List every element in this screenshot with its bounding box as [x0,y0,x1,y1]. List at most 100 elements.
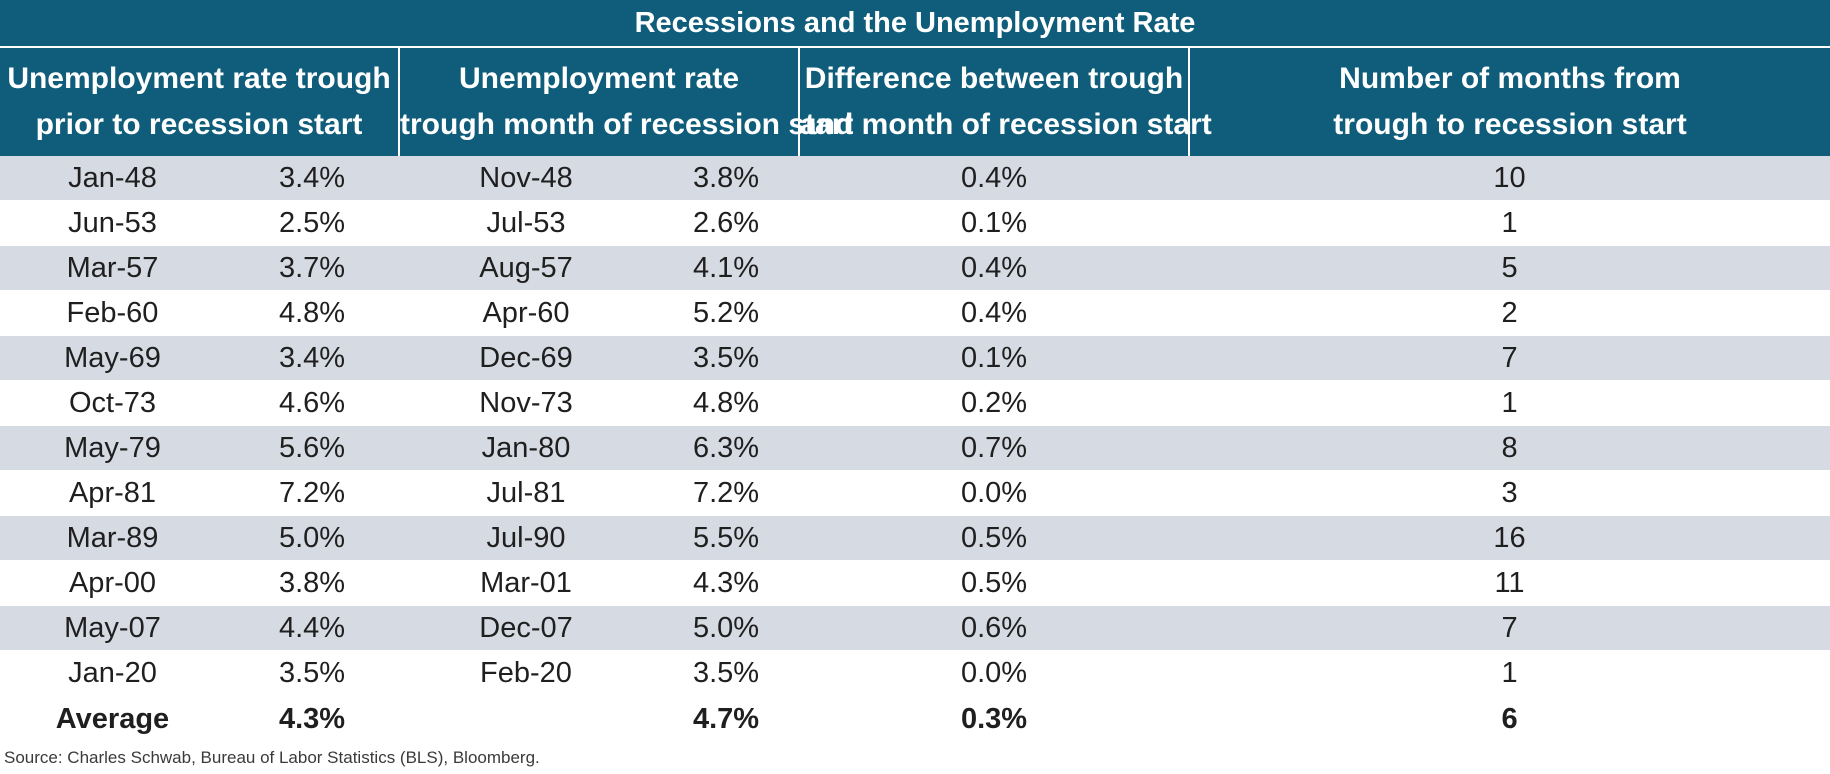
source-note: Source: Charles Schwab, Bureau of Labor … [4,748,540,767]
column-header-line: Unemployment rate trough [7,62,391,95]
recession-rate-cell: 4.3% [653,560,799,606]
table-row: May-69 3.4% Dec-69 3.5% 0.1% 7 [0,335,1830,381]
table-title: Recessions and the Unemployment Rate [0,0,1830,48]
months-cell: 5 [1189,245,1830,291]
table-row: Oct-73 4.6% Nov-73 4.8% 0.2% 1 [0,380,1830,426]
recession-month-cell: Jan-80 [399,425,653,471]
average-trough-rate: 4.3% [225,695,399,742]
months-cell: 2 [1189,290,1830,336]
recession-rate-cell: 6.3% [653,425,799,471]
trough-month-cell: May-79 [0,425,225,471]
column-header-line: trough to recession start [1333,108,1687,141]
recession-rate-cell: 3.8% [653,156,799,201]
recession-month-cell: Dec-07 [399,605,653,651]
recession-rate-cell: 7.2% [653,470,799,516]
months-cell: 7 [1189,335,1830,381]
recession-month-cell: Dec-69 [399,335,653,381]
months-cell: 1 [1189,380,1830,426]
months-cell: 1 [1189,650,1830,696]
trough-rate-cell: 3.4% [225,156,399,201]
table-row: Feb-60 4.8% Apr-60 5.2% 0.4% 2 [0,290,1830,336]
table-row: Mar-89 5.0% Jul-90 5.5% 0.5% 16 [0,515,1830,561]
recession-month-cell: Nov-48 [399,156,653,201]
table-row: Apr-81 7.2% Jul-81 7.2% 0.0% 3 [0,470,1830,516]
trough-month-cell: Jan-20 [0,650,225,696]
table-row: Jan-48 3.4% Nov-48 3.8% 0.4% 10 [0,156,1830,201]
months-cell: 7 [1189,605,1830,651]
months-cell: 3 [1189,470,1830,516]
table-body: Jan-48 3.4% Nov-48 3.8% 0.4% 10 Jun-53 2.5% Jul-… [0,156,1830,696]
trough-month-cell: May-69 [0,335,225,381]
trough-rate-cell: 4.8% [225,290,399,336]
column-header-trough: Unemployment rate trough prior to recess… [0,47,399,156]
difference-cell: 0.5% [799,515,1189,561]
trough-month-cell: Feb-60 [0,290,225,336]
trough-rate-cell: 5.6% [225,425,399,471]
average-row: Average 4.3% 4.7% 0.3% 6 [0,695,1830,742]
recession-rate-cell: 5.2% [653,290,799,336]
column-header-line: Unemployment rate [458,62,740,95]
column-header-difference: Difference between trough and month of r… [798,47,1212,156]
trough-month-cell: Mar-89 [0,515,225,561]
recession-rate-cell: 5.0% [653,605,799,651]
recession-rate-cell: 3.5% [653,650,799,696]
recession-table: Recessions and the Unemployment Rate Une… [0,0,1830,742]
difference-cell: 0.7% [799,425,1189,471]
recession-month-cell: Jul-81 [399,470,653,516]
recession-month-cell: Aug-57 [399,245,653,291]
trough-rate-cell: 3.4% [225,335,399,381]
column-header-line: trough month of recession start [400,108,854,141]
difference-cell: 0.4% [799,156,1189,201]
difference-cell: 0.0% [799,470,1189,516]
average-months: 6 [1189,695,1830,742]
difference-cell: 0.4% [799,290,1189,336]
column-header-row: Unemployment rate trough prior to recess… [0,47,1830,156]
average-start-rate: 4.7% [653,695,799,742]
recession-rate-cell: 2.6% [653,200,799,246]
average-empty-cell [399,695,653,742]
table-row: May-79 5.6% Jan-80 6.3% 0.7% 8 [0,425,1830,471]
difference-cell: 0.4% [799,245,1189,291]
recession-month-cell: Apr-60 [399,290,653,336]
column-header-recession-start: Unemployment rate trough month of recess… [398,47,854,156]
difference-cell: 0.1% [799,335,1189,381]
recession-month-cell: Mar-01 [399,560,653,606]
average-label: Average [0,695,225,742]
months-cell: 11 [1189,560,1830,606]
recession-month-cell: Feb-20 [399,650,653,696]
trough-month-cell: Mar-57 [0,245,225,291]
trough-month-cell: Jan-48 [0,156,225,201]
column-header-line: Difference between trough [804,62,1184,95]
table-row: Jan-20 3.5% Feb-20 3.5% 0.0% 1 [0,650,1830,696]
table-row: Mar-57 3.7% Aug-57 4.1% 0.4% 5 [0,245,1830,291]
table-row: Apr-00 3.8% Mar-01 4.3% 0.5% 11 [0,560,1830,606]
table-row: Jun-53 2.5% Jul-53 2.6% 0.1% 1 [0,200,1830,246]
trough-month-cell: Oct-73 [0,380,225,426]
trough-rate-cell: 3.5% [225,650,399,696]
table-row: May-07 4.4% Dec-07 5.0% 0.6% 7 [0,605,1830,651]
recession-rate-cell: 4.1% [653,245,799,291]
difference-cell: 0.0% [799,650,1189,696]
trough-rate-cell: 4.4% [225,605,399,651]
trough-month-cell: Apr-81 [0,470,225,516]
column-header-line: and month of recession start [800,108,1212,141]
trough-rate-cell: 5.0% [225,515,399,561]
difference-cell: 0.6% [799,605,1189,651]
months-cell: 10 [1189,156,1830,201]
recession-rate-cell: 5.5% [653,515,799,561]
trough-rate-cell: 4.6% [225,380,399,426]
trough-rate-cell: 3.7% [225,245,399,291]
difference-cell: 0.1% [799,200,1189,246]
trough-rate-cell: 7.2% [225,470,399,516]
trough-rate-cell: 3.8% [225,560,399,606]
recession-month-cell: Jul-53 [399,200,653,246]
months-cell: 1 [1189,200,1830,246]
column-header-months: Number of months from trough to recessio… [1187,47,1830,156]
trough-month-cell: Apr-00 [0,560,225,606]
average-difference: 0.3% [799,695,1189,742]
column-header-line: Number of months from [1339,62,1681,95]
trough-rate-cell: 2.5% [225,200,399,246]
column-header-line: prior to recession start [35,108,363,141]
trough-month-cell: May-07 [0,605,225,651]
